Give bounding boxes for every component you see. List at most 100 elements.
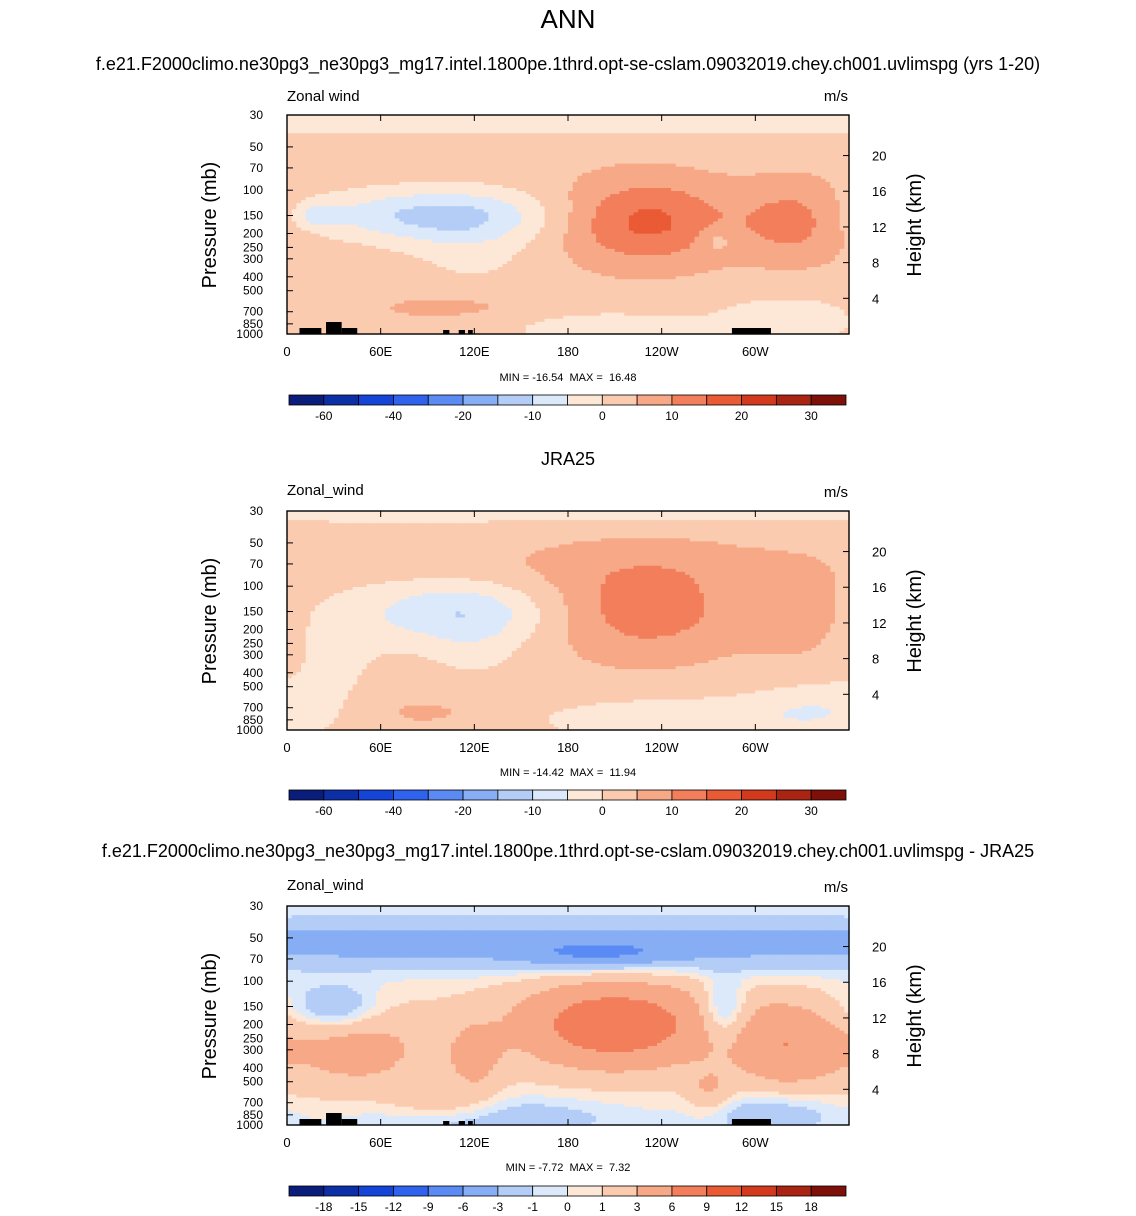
field-cell [577, 124, 583, 128]
field-cell [507, 191, 513, 195]
field-cell [764, 139, 770, 143]
field-cell [394, 124, 400, 128]
field-cell [413, 172, 419, 177]
field-cell [287, 197, 293, 201]
field-cell [792, 197, 799, 201]
field-cell [717, 142, 724, 147]
field-cell [685, 151, 691, 156]
field-cell [450, 127, 457, 131]
field-cell [675, 142, 681, 147]
field-cell [539, 121, 546, 125]
field-cell [324, 188, 330, 192]
field-cell [671, 184, 677, 189]
field-cell [549, 127, 555, 131]
field-cell [375, 130, 382, 134]
field-cell [788, 191, 794, 195]
field-cell [544, 188, 550, 192]
field-cell [446, 145, 452, 150]
field-cell [661, 181, 667, 186]
field-cell [343, 124, 349, 128]
field-cell [708, 163, 714, 168]
field-cell [760, 178, 766, 183]
field-cell [638, 124, 644, 128]
field-cell [338, 184, 344, 189]
field-cell [605, 184, 611, 189]
field-cell [375, 169, 382, 174]
field-cell [628, 157, 635, 162]
field-cell [446, 178, 452, 183]
field-cell [760, 160, 766, 165]
field-cell [366, 191, 372, 195]
field-cell [736, 172, 742, 177]
field-cell [666, 184, 672, 189]
field-cell [633, 130, 639, 134]
field-cell [553, 118, 560, 122]
field-cell [797, 172, 803, 177]
field-cell [296, 194, 302, 198]
field-cell [745, 148, 752, 153]
field-cell [474, 203, 480, 207]
field-cell [310, 124, 316, 128]
field-cell [347, 142, 354, 147]
field-cell [483, 124, 489, 128]
field-cell [820, 188, 827, 192]
field-cell [802, 118, 808, 122]
field-cell [535, 178, 541, 183]
field-cell [324, 203, 330, 207]
field-cell [736, 188, 742, 192]
field-cell [441, 121, 447, 125]
field-cell [352, 118, 358, 122]
field-cell [390, 121, 396, 125]
field-cell [394, 121, 400, 125]
field-cell [694, 200, 700, 204]
field-cell [591, 191, 597, 195]
field-cell [460, 130, 466, 134]
field-cell [352, 200, 358, 204]
field-cell [624, 203, 630, 207]
field-cell [689, 169, 696, 174]
field-cell [399, 184, 405, 189]
field-cell [404, 154, 410, 159]
field-cell [455, 160, 461, 165]
field-cell [568, 178, 574, 183]
field-cell [488, 181, 494, 186]
field-cell [778, 188, 785, 192]
field-cell [361, 154, 368, 159]
field-cell [413, 188, 419, 192]
field-cell [460, 121, 466, 125]
field-cell [549, 115, 555, 119]
field-cell [703, 172, 710, 177]
field-cell [507, 115, 513, 119]
field-cell [352, 148, 358, 153]
field-cell [741, 121, 747, 125]
field-cell [483, 169, 489, 174]
field-cell [413, 169, 419, 174]
field-cell [736, 145, 742, 150]
field-cell [703, 127, 710, 131]
field-cell [806, 200, 813, 204]
field-cell [614, 181, 621, 186]
field-cell [839, 184, 845, 189]
field-cell [638, 115, 644, 119]
field-cell [727, 194, 733, 198]
field-cell [553, 142, 560, 147]
field-cell [329, 136, 335, 140]
field-cell [820, 139, 827, 143]
field-cell [291, 154, 297, 159]
field-cell [652, 133, 658, 137]
field-cell [497, 160, 504, 165]
field-cell [642, 191, 649, 195]
field-cell [591, 154, 597, 159]
field-cell [722, 148, 728, 153]
field-cell [511, 178, 518, 183]
field-cell [624, 154, 630, 159]
field-cell [760, 130, 766, 134]
field-cell [825, 127, 831, 131]
field-cell [450, 160, 457, 165]
field-cell [652, 184, 658, 189]
field-cell [774, 115, 780, 119]
field-cell [521, 115, 527, 119]
field-cell [755, 118, 761, 122]
field-cell [572, 188, 578, 192]
field-cell [535, 139, 541, 143]
